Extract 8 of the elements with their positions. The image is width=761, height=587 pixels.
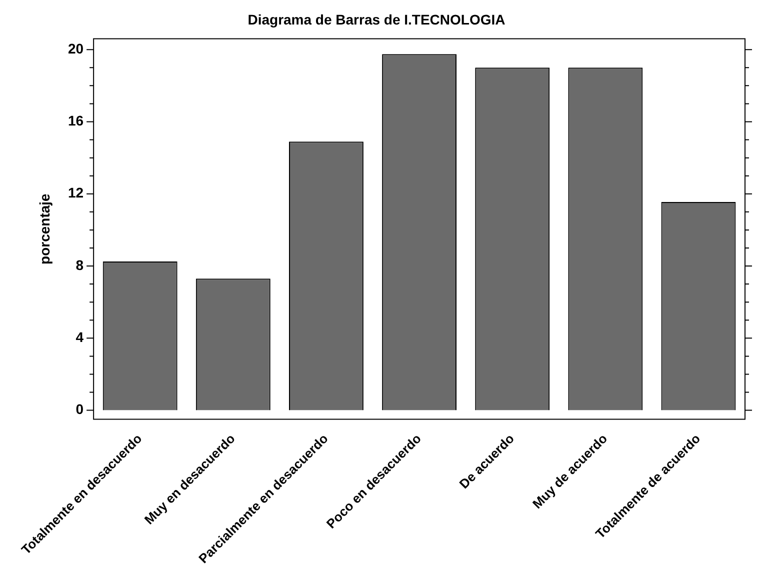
y-tick-label: 16 <box>68 112 84 129</box>
y-tick-label: 20 <box>68 40 84 56</box>
chart-title: Diagrama de Barras de I.TECNOLOGIA <box>248 11 506 28</box>
y-tick-label: 0 <box>76 401 84 418</box>
y-axis-title: porcentaje <box>36 193 52 264</box>
y-tick-label: 8 <box>76 256 84 273</box>
y-tick-label: 12 <box>68 184 84 201</box>
y-tick-label: 4 <box>76 329 84 346</box>
